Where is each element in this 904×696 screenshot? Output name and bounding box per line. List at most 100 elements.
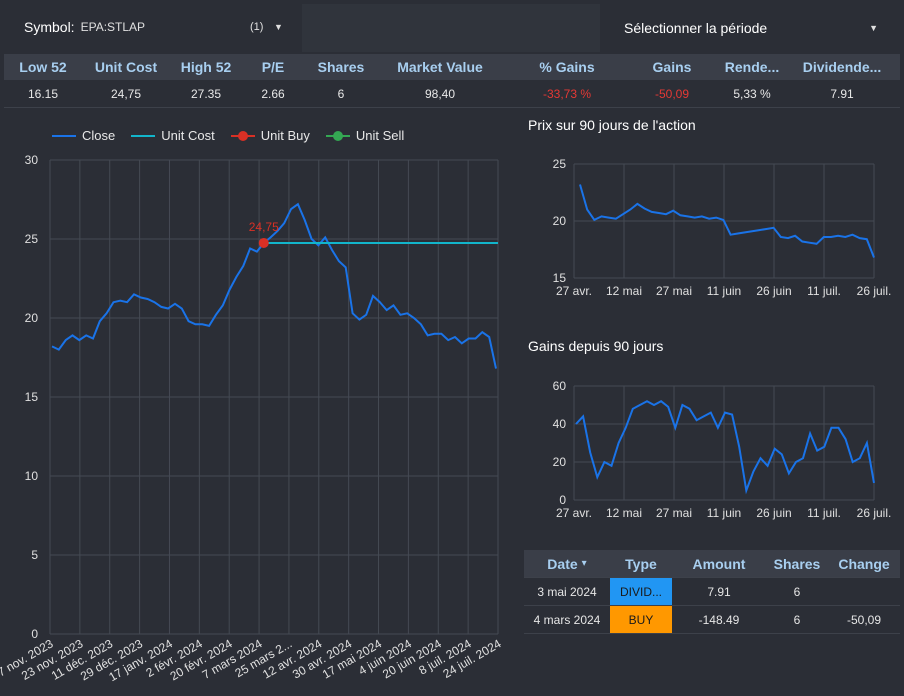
chart-legend: Close Unit Cost Unit Buy Unit Sell xyxy=(52,128,404,143)
x-tick-label: 11 juil. xyxy=(807,284,841,298)
transaction-change-cell: -50,09 xyxy=(846,612,882,627)
legend-line-icon xyxy=(52,134,76,137)
transactions-header-cell[interactable]: Type xyxy=(610,550,672,577)
sort-date-header[interactable]: Date ▾ xyxy=(524,550,610,577)
transactions-header-row: Date ▾ Type Amount Shares Change xyxy=(524,550,900,578)
chevron-down-icon[interactable]: ▼ xyxy=(869,23,878,33)
transaction-date-cell: 3 mai 2024 xyxy=(537,584,597,599)
transactions-body: 3 mai 2024 DIVID... 7.91 6 4 mars 2024 BUY -14… xyxy=(524,578,900,634)
x-tick-label: 12 mai xyxy=(606,284,642,298)
symbol-selector[interactable]: Symbol: EPA:STLAP (1) ▼ xyxy=(4,4,300,50)
x-tick-label: 11 juin xyxy=(707,506,741,520)
y-tick-label: 60 xyxy=(553,379,567,393)
summary-value-cell: 27.35 xyxy=(190,86,222,101)
x-tick-label: 27 avr. xyxy=(556,506,592,520)
summary-value-cell: 24,75 xyxy=(110,86,142,101)
y-tick-label: 30 xyxy=(25,153,39,167)
transaction-type-badge: BUY xyxy=(610,606,672,633)
transaction-shares-cell: 6 xyxy=(793,612,801,627)
y-tick-label: 15 xyxy=(25,390,39,404)
x-tick-label: 27 mai xyxy=(656,506,692,520)
summary-value-cell: 16.15 xyxy=(27,86,59,101)
summary-header-cell[interactable]: Low 52 xyxy=(19,59,67,75)
transaction-amount-cell: -148.49 xyxy=(698,612,740,627)
x-tick-label: 12 mai xyxy=(606,506,642,520)
summary-header-cell[interactable]: P/E xyxy=(261,59,285,75)
transaction-amount-cell: 7.91 xyxy=(707,584,731,599)
transaction-change-cell xyxy=(828,578,900,605)
table-row[interactable]: 3 mai 2024 DIVID... 7.91 6 xyxy=(524,578,900,606)
x-tick-label: 26 juil. xyxy=(857,506,892,520)
y-tick-label: 20 xyxy=(553,214,567,228)
transactions-header-cell[interactable]: Amount xyxy=(672,550,766,577)
y-tick-label: 20 xyxy=(25,311,39,325)
table-row[interactable]: 4 mars 2024 BUY -148.49 6 -50,09 xyxy=(524,606,900,634)
period-label: Sélectionner la période xyxy=(624,20,768,36)
y-tick-label: 0 xyxy=(31,627,38,641)
legend-unit-buy[interactable]: Unit Buy xyxy=(230,128,310,143)
summary-data-row: 16.15 24,75 27.35 2.66 6 98,40 -33,73 % -50,09 5… xyxy=(4,80,900,108)
series-gains-line xyxy=(575,400,875,495)
symbol-count: (1) xyxy=(250,21,264,33)
transactions-header-cell[interactable]: Change xyxy=(828,550,900,577)
series-price-line xyxy=(579,184,875,258)
x-tick-label: 26 juin xyxy=(756,284,791,298)
legend-label: Unit Buy xyxy=(260,128,310,143)
transactions-header-cell[interactable]: Shares xyxy=(766,550,828,577)
transaction-shares-cell: 6 xyxy=(793,584,801,599)
summary-value-cell: 6 xyxy=(337,86,345,101)
unit-buy-point xyxy=(258,237,269,248)
symbol-label: Symbol: xyxy=(24,19,75,35)
legend-unit-cost[interactable]: Unit Cost xyxy=(131,128,215,143)
x-tick-label: 26 juil. xyxy=(857,284,892,298)
y-tick-label: 25 xyxy=(553,157,567,171)
legend-label: Close xyxy=(82,128,116,143)
header-label: Date xyxy=(547,555,578,572)
y-tick-label: 10 xyxy=(25,469,39,483)
y-tick-label: 0 xyxy=(559,493,566,507)
summary-header-cell[interactable]: Market Value xyxy=(397,59,483,75)
chevron-down-icon[interactable]: ▼ xyxy=(274,22,283,32)
period-selector[interactable]: Sélectionner la période ▼ xyxy=(602,4,900,52)
unit-buy-annotation: 24,75 xyxy=(249,220,279,234)
x-tick-label: 11 juil. xyxy=(807,506,841,520)
summary-value-cell: -50,09 xyxy=(654,86,690,101)
empty-control xyxy=(302,4,600,52)
legend-unit-sell[interactable]: Unit Sell xyxy=(325,128,405,143)
x-tick-label: 26 juin xyxy=(756,506,791,520)
legend-dot-icon xyxy=(325,130,350,141)
sort-desc-icon[interactable]: ▾ xyxy=(581,558,587,569)
y-tick-label: 20 xyxy=(553,455,567,469)
summary-header-cell[interactable]: Unit Cost xyxy=(94,59,158,75)
header-label: Type xyxy=(625,555,657,572)
legend-line-icon xyxy=(131,134,156,137)
summary-table: Low 52 Unit Cost High 52 P/E Shares Market Va… xyxy=(4,54,900,108)
price-90-title: Prix sur 90 jours de l'action xyxy=(528,117,696,133)
summary-header-cell[interactable]: Gains xyxy=(652,59,692,75)
summary-header-cell[interactable]: Dividende... xyxy=(802,59,882,75)
transactions-table: Date ▾ Type Amount Shares Change 3 mai 2024 D… xyxy=(524,550,900,634)
summary-value-cell: 7.91 xyxy=(830,86,854,101)
symbol-value: EPA:STLAP xyxy=(80,20,146,34)
legend-label: Unit Cost xyxy=(161,128,215,143)
legend-close[interactable]: Close xyxy=(52,128,115,143)
transaction-type-badge: DIVID... xyxy=(610,578,672,605)
top-bar: Symbol: EPA:STLAP (1) ▼ Sélectionner la … xyxy=(0,0,904,52)
y-tick-label: 40 xyxy=(553,417,567,431)
summary-value-cell: 5,33 % xyxy=(733,86,771,101)
series-close-line xyxy=(51,202,497,369)
summary-value-cell: 98,40 xyxy=(424,86,456,101)
legend-dot-icon xyxy=(230,130,255,141)
legend-label: Unit Sell xyxy=(355,128,405,143)
x-tick-label: 11 juin xyxy=(707,284,741,298)
transaction-type-cell: BUY xyxy=(610,606,672,633)
summary-header-cell[interactable]: Shares xyxy=(317,59,365,75)
summary-header-cell[interactable]: % Gains xyxy=(539,59,595,75)
x-tick-label: 27 avr. xyxy=(556,284,592,298)
transaction-date-cell: 4 mars 2024 xyxy=(533,612,601,627)
summary-value-cell: 2.66 xyxy=(261,86,285,101)
summary-header-cell[interactable]: High 52 xyxy=(180,59,232,75)
gains-90-chart: 0 20 40 60 27 avr. 12 mai 27 mai 11 juin 26 juin… xyxy=(553,379,892,520)
summary-header-cell[interactable]: Rende... xyxy=(724,59,780,75)
